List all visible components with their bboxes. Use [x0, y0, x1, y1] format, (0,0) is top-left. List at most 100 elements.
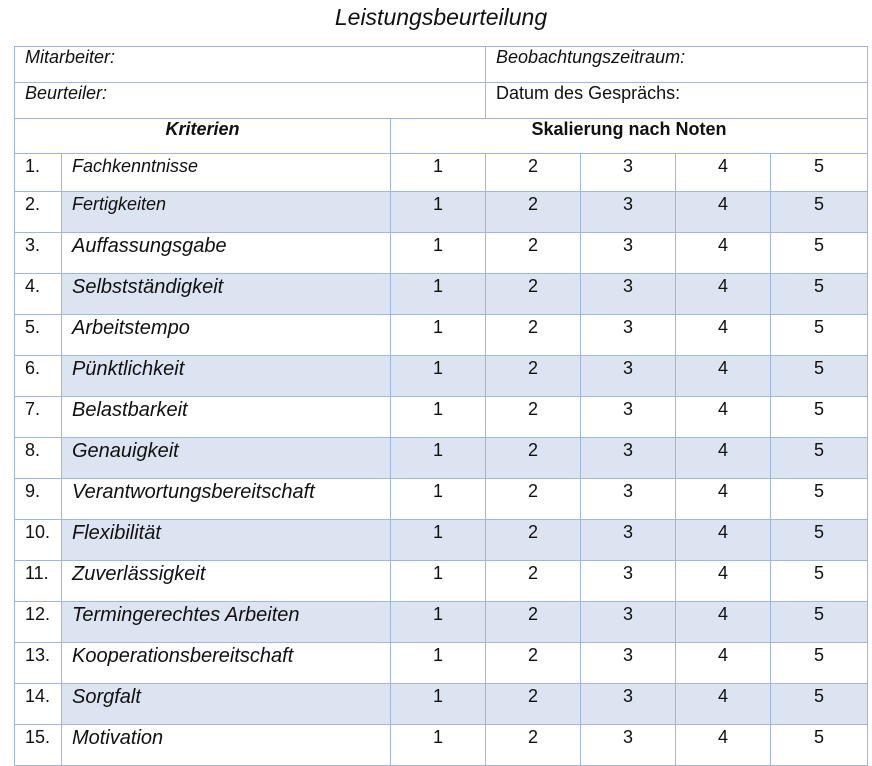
- criteria-name: Motivation: [61, 724, 391, 766]
- grade-option-2[interactable]: 2: [485, 601, 582, 643]
- grade-option-1[interactable]: 1: [389, 560, 487, 602]
- grade-option-3[interactable]: 3: [580, 601, 677, 643]
- grade-option-3[interactable]: 3: [580, 314, 677, 356]
- grade-option-3[interactable]: 3: [580, 683, 677, 725]
- grade-option-1[interactable]: 1: [389, 437, 487, 479]
- criteria-name: Flexibilität: [61, 519, 391, 561]
- grade-option-3[interactable]: 3: [580, 273, 677, 315]
- criteria-row: 2. Fertigkeiten 1 2 3 4 5: [14, 191, 869, 233]
- grade-option-5[interactable]: 5: [770, 478, 869, 520]
- grade-option-5[interactable]: 5: [770, 519, 869, 561]
- datum-field[interactable]: Datum des Gesprächs:: [485, 82, 869, 119]
- grade-option-2[interactable]: 2: [485, 724, 582, 766]
- grade-option-3[interactable]: 3: [580, 153, 677, 192]
- criteria-row: 3. Auffassungsgabe 1 2 3 4 5: [14, 232, 869, 274]
- criteria-row: 13. Kooperationsbereitschaft 1 2 3 4 5: [14, 642, 869, 684]
- grade-option-5[interactable]: 5: [770, 724, 869, 766]
- grade-option-3[interactable]: 3: [580, 191, 677, 233]
- grade-option-3[interactable]: 3: [580, 642, 677, 684]
- beobachtungszeitraum-label: Beobachtungszeitraum:: [496, 47, 686, 68]
- grade-option-5[interactable]: 5: [770, 437, 869, 479]
- grade-option-5[interactable]: 5: [770, 560, 869, 602]
- grade-option-5[interactable]: 5: [770, 232, 869, 274]
- criteria-number: 10.: [14, 519, 62, 561]
- criteria-number: 3.: [14, 232, 62, 274]
- grade-option-1[interactable]: 1: [389, 396, 487, 438]
- grade-option-2[interactable]: 2: [485, 560, 582, 602]
- criteria-number: 4.: [14, 273, 62, 315]
- grade-option-1[interactable]: 1: [389, 601, 487, 643]
- grade-option-1[interactable]: 1: [389, 683, 487, 725]
- grade-option-3[interactable]: 3: [580, 519, 677, 561]
- criteria-name: Pünktlichkeit: [61, 355, 391, 397]
- grade-option-5[interactable]: 5: [770, 355, 869, 397]
- grade-option-4[interactable]: 4: [675, 191, 772, 233]
- grade-option-3[interactable]: 3: [580, 560, 677, 602]
- grade-option-5[interactable]: 5: [770, 273, 869, 315]
- grade-option-2[interactable]: 2: [485, 683, 582, 725]
- criteria-name: Genauigkeit: [61, 437, 391, 479]
- grade-option-5[interactable]: 5: [770, 683, 869, 725]
- grade-option-4[interactable]: 4: [675, 314, 772, 356]
- grade-option-2[interactable]: 2: [485, 437, 582, 479]
- grade-option-3[interactable]: 3: [580, 232, 677, 274]
- grade-option-2[interactable]: 2: [485, 519, 582, 561]
- beurteiler-field[interactable]: Beurteiler:: [13, 82, 487, 119]
- grade-option-1[interactable]: 1: [389, 355, 487, 397]
- criteria-row: 6. Pünktlichkeit 1 2 3 4 5: [14, 355, 869, 397]
- grade-option-4[interactable]: 4: [675, 601, 772, 643]
- grade-option-1[interactable]: 1: [389, 478, 487, 520]
- grade-option-4[interactable]: 4: [675, 560, 772, 602]
- grade-option-1[interactable]: 1: [389, 232, 487, 274]
- grade-option-4[interactable]: 4: [675, 683, 772, 725]
- grade-option-4[interactable]: 4: [675, 396, 772, 438]
- grade-option-4[interactable]: 4: [675, 437, 772, 479]
- grade-option-1[interactable]: 1: [389, 724, 487, 766]
- grade-option-5[interactable]: 5: [770, 642, 869, 684]
- criteria-row: 8. Genauigkeit 1 2 3 4 5: [14, 437, 869, 479]
- grade-option-5[interactable]: 5: [770, 191, 869, 233]
- grade-option-3[interactable]: 3: [580, 478, 677, 520]
- beobachtungszeitraum-field[interactable]: Beobachtungszeitraum:: [485, 46, 869, 83]
- grade-option-5[interactable]: 5: [770, 601, 869, 643]
- grade-option-4[interactable]: 4: [675, 232, 772, 274]
- header-row-2: Beurteiler: Datum des Gesprächs:: [13, 82, 869, 119]
- grade-option-2[interactable]: 2: [485, 642, 582, 684]
- page-title: Leistungsbeurteilung: [334, 4, 548, 30]
- grade-option-3[interactable]: 3: [580, 355, 677, 397]
- grade-option-1[interactable]: 1: [389, 314, 487, 356]
- grade-option-3[interactable]: 3: [580, 437, 677, 479]
- grade-option-4[interactable]: 4: [675, 273, 772, 315]
- skalierung-header: Skalierung nach Noten: [389, 118, 869, 154]
- grade-option-1[interactable]: 1: [389, 191, 487, 233]
- grade-option-4[interactable]: 4: [675, 642, 772, 684]
- grade-option-3[interactable]: 3: [580, 396, 677, 438]
- grade-option-5[interactable]: 5: [770, 314, 869, 356]
- criteria-name: Zuverlässigkeit: [61, 560, 391, 602]
- criteria-row: 4. Selbstständigkeit 1 2 3 4 5: [14, 273, 869, 315]
- grade-option-1[interactable]: 1: [389, 519, 487, 561]
- grade-option-2[interactable]: 2: [485, 314, 582, 356]
- grade-option-1[interactable]: 1: [389, 153, 487, 192]
- grade-option-1[interactable]: 1: [389, 642, 487, 684]
- grade-option-2[interactable]: 2: [485, 273, 582, 315]
- grade-option-3[interactable]: 3: [580, 724, 677, 766]
- grade-option-1[interactable]: 1: [389, 273, 487, 315]
- grade-option-4[interactable]: 4: [675, 153, 772, 192]
- grade-option-2[interactable]: 2: [485, 153, 582, 192]
- grade-option-2[interactable]: 2: [485, 396, 582, 438]
- grade-option-4[interactable]: 4: [675, 519, 772, 561]
- grade-option-4[interactable]: 4: [675, 478, 772, 520]
- grade-option-5[interactable]: 5: [770, 153, 869, 192]
- grade-option-5[interactable]: 5: [770, 396, 869, 438]
- grade-option-2[interactable]: 2: [485, 355, 582, 397]
- criteria-row: 14. Sorgfalt 1 2 3 4 5: [14, 683, 869, 725]
- criteria-row: 1. Fachkenntnisse 1 2 3 4 5: [14, 153, 869, 192]
- grade-option-2[interactable]: 2: [485, 191, 582, 233]
- grade-option-2[interactable]: 2: [485, 232, 582, 274]
- grade-option-2[interactable]: 2: [485, 478, 582, 520]
- grade-option-4[interactable]: 4: [675, 355, 772, 397]
- criteria-number: 9.: [14, 478, 62, 520]
- mitarbeiter-field[interactable]: Mitarbeiter:: [13, 46, 487, 83]
- grade-option-4[interactable]: 4: [675, 724, 772, 766]
